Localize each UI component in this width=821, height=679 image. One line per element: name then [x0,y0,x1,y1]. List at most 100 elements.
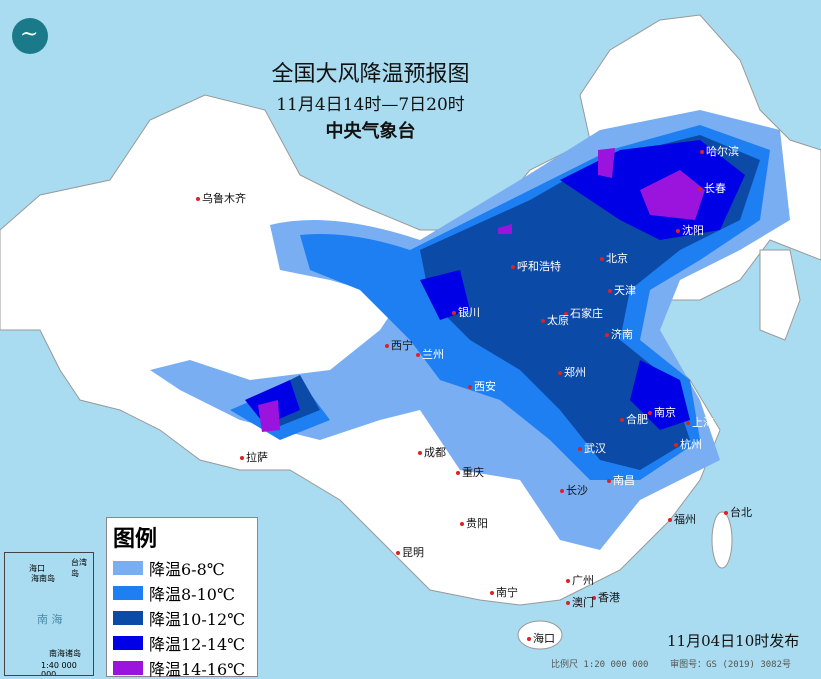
city-name: 拉萨 [246,451,268,464]
city-marker-icon [385,344,389,348]
city-label: 昆明 [396,544,424,560]
city-name: 香港 [598,591,620,604]
city-label: 乌鲁木齐 [196,190,246,206]
legend-item: 降温6-8℃ [113,555,257,580]
city-name: 合肥 [626,413,648,426]
city-name: 澳门 [572,596,594,609]
city-marker-icon [560,489,564,493]
city-marker-icon [700,150,704,154]
legend-swatch [113,635,143,650]
city-marker-icon [460,522,464,526]
city-name: 郑州 [564,366,586,379]
city-label: 广州 [566,572,594,588]
city-name: 南京 [654,406,676,419]
city-label: 南昌 [607,472,635,488]
city-label: 呼和浩特 [511,258,561,274]
city-marker-icon [676,229,680,233]
city-marker-icon [456,471,460,475]
inset-sea-label: 南 海 [37,613,63,626]
publish-time: 11月04日10时发布 [667,632,800,650]
city-name: 南昌 [613,474,635,487]
city-label: 太原 [541,312,569,328]
legend-label: 降温10-12℃ [149,609,246,629]
city-label: 海口 [527,630,555,646]
city-name: 长沙 [566,484,588,497]
city-name: 石家庄 [570,307,603,320]
city-name: 呼和浩特 [517,260,561,273]
city-label: 石家庄 [564,305,603,321]
city-name: 贵阳 [466,517,488,530]
city-label: 澳门 [566,594,594,610]
city-name: 上海 [692,416,714,429]
city-name: 兰州 [422,348,444,361]
city-name: 太原 [547,314,569,327]
city-name: 济南 [611,328,633,341]
inset-south-label: 南海诸岛 [49,649,81,658]
city-label: 台北 [724,504,752,520]
taiwan-land [711,511,733,569]
city-marker-icon [698,187,702,191]
city-label: 成都 [418,444,446,460]
city-marker-icon [668,518,672,522]
city-marker-icon [674,443,678,447]
city-marker-icon [527,637,531,641]
city-marker-icon [592,596,596,600]
city-name: 杭州 [680,438,702,451]
city-name: 西安 [474,380,496,393]
legend-swatch [113,560,143,575]
city-name: 银川 [458,306,480,319]
city-marker-icon [648,411,652,415]
city-label: 西宁 [385,337,413,353]
city-label: 兰州 [416,346,444,362]
hainan-land [517,620,563,650]
city-marker-icon [452,311,456,315]
inset-taiwan-label: 台湾岛 [71,558,87,578]
city-label: 济南 [605,326,633,342]
city-name: 成都 [424,446,446,459]
city-name: 天津 [614,284,636,297]
city-name: 台北 [730,506,752,519]
city-marker-icon [605,333,609,337]
city-name: 福州 [674,513,696,526]
city-marker-icon [564,312,568,316]
city-name: 长春 [704,182,726,195]
city-marker-icon [196,197,200,201]
city-name: 哈尔滨 [706,145,739,158]
city-label: 天津 [608,282,636,298]
city-label: 上海 [686,414,714,430]
city-marker-icon [620,418,624,422]
city-marker-icon [686,421,690,425]
city-marker-icon [578,447,582,451]
city-name: 武汉 [584,442,606,455]
city-marker-icon [490,591,494,595]
legend-label: 降温12-14℃ [149,634,246,654]
city-marker-icon [511,265,515,269]
legend-item: 降温14-16℃ [113,655,257,679]
scale-text: 比例尺 1:20 000 000 [551,660,649,670]
inset-island-label: 海南岛 [31,574,55,583]
city-marker-icon [416,353,420,357]
city-marker-icon [468,385,472,389]
city-label: 香港 [592,589,620,605]
city-name: 广州 [572,574,594,587]
korea-land [759,249,801,341]
city-marker-icon [600,257,604,261]
legend-swatch [113,585,143,600]
city-name: 沈阳 [682,224,704,237]
city-name: 南宁 [496,586,518,599]
city-name: 乌鲁木齐 [202,192,246,205]
legend-label: 降温8-10℃ [149,584,235,604]
zone-12-14 [245,140,745,430]
legend-swatch [113,660,143,675]
city-label: 南宁 [490,584,518,600]
city-marker-icon [724,511,728,515]
city-marker-icon [240,456,244,460]
agency-name: 中央气象台 [325,121,416,142]
city-label: 银川 [452,304,480,320]
city-name: 海口 [533,632,555,645]
city-label: 西安 [468,378,496,394]
agency-logo: ~ [12,18,48,54]
legend: 图例 降温6-8℃ 降温8-10℃ 降温10-12℃ 降温12-14℃ 降温14-16℃ [106,517,258,679]
legend-label: 降温14-16℃ [149,659,246,679]
